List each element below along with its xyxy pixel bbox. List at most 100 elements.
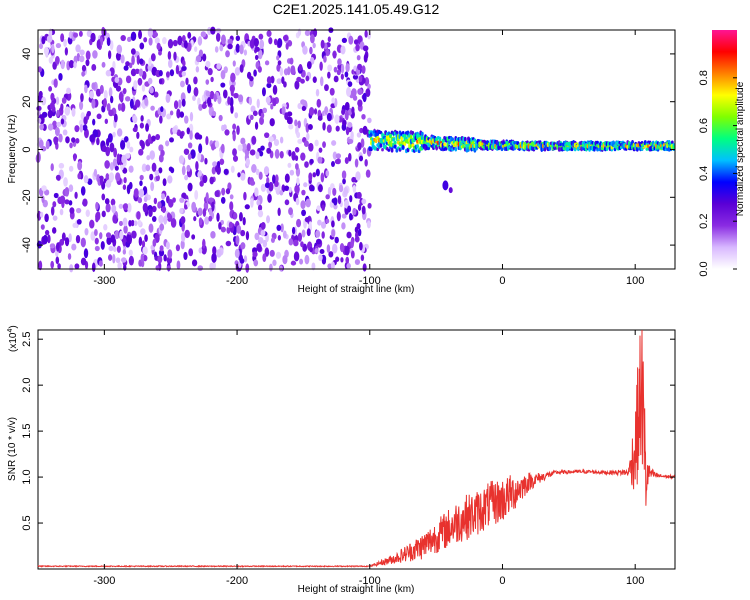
heatmap-cell bbox=[290, 65, 296, 76]
heatmap-cell bbox=[364, 30, 368, 38]
heatmap-cell bbox=[105, 69, 112, 77]
heatmap-cell bbox=[138, 30, 143, 40]
heatmap-cell bbox=[356, 132, 362, 138]
heatmap-cell bbox=[304, 161, 309, 168]
heatmap-cell bbox=[112, 214, 118, 224]
heatmap-cell bbox=[63, 38, 67, 47]
snr-panel: -300 -200 -100 0 100 0.5 1.0 1.5 2.0 2.5 Height … bbox=[7, 325, 676, 595]
heatmap-cell bbox=[78, 119, 85, 127]
heatmap-cell bbox=[108, 172, 115, 182]
heatmap-cell bbox=[362, 92, 367, 103]
heatmap-cell bbox=[100, 240, 105, 250]
heatmap-cell bbox=[183, 148, 190, 155]
heatmap-cell bbox=[80, 257, 87, 266]
heatmap-cell bbox=[148, 223, 154, 233]
heatmap-cell bbox=[120, 34, 126, 42]
heatmap-cell bbox=[349, 195, 353, 203]
y-tick-label: 1.0 bbox=[21, 469, 33, 484]
heatmap-cell bbox=[288, 124, 294, 130]
heatmap-cell bbox=[84, 128, 89, 139]
heatmap-cell bbox=[442, 180, 449, 191]
heatmap-cell bbox=[152, 238, 157, 247]
heatmap-cell bbox=[197, 170, 203, 178]
x-tick-label: -200 bbox=[226, 275, 248, 287]
heatmap-cell bbox=[158, 144, 164, 152]
heatmap-cell bbox=[55, 242, 60, 252]
heatmap-cell bbox=[255, 151, 260, 160]
figure-title: C2E1.2025.141.05.49.G12 bbox=[273, 1, 440, 17]
heatmap-cell bbox=[230, 104, 234, 114]
heatmap-cell bbox=[367, 117, 372, 124]
heatmap-cell bbox=[202, 174, 208, 184]
heatmap-cell bbox=[315, 168, 320, 177]
heatmap-cell bbox=[268, 141, 273, 149]
heatmap-cell bbox=[336, 69, 341, 76]
heatmap-cell bbox=[64, 187, 70, 197]
heatmap-cell bbox=[76, 219, 82, 225]
heatmap-cell bbox=[229, 201, 234, 211]
heatmap-cell bbox=[326, 244, 331, 253]
heatmap-cell bbox=[148, 208, 153, 217]
heatmap-cell bbox=[193, 216, 197, 222]
heatmap-cell bbox=[347, 152, 352, 162]
heatmap-cell bbox=[243, 255, 248, 263]
heatmap-cell bbox=[260, 222, 266, 230]
heatmap-cell bbox=[116, 245, 121, 253]
heatmap-cell bbox=[317, 219, 322, 226]
heatmap-cell bbox=[309, 246, 313, 253]
heatmap-cell bbox=[294, 80, 300, 90]
heatmap-cell bbox=[299, 258, 304, 265]
heatmap-cell bbox=[301, 105, 307, 112]
heatmap-cell bbox=[123, 65, 129, 71]
heatmap-cell bbox=[133, 220, 138, 227]
heatmap-cell bbox=[127, 202, 132, 213]
heatmap-cell bbox=[123, 264, 127, 271]
heatmap-cell bbox=[115, 172, 121, 182]
heatmap-cell bbox=[306, 132, 310, 141]
heatmap-cell bbox=[239, 64, 244, 73]
heatmap-cell bbox=[63, 177, 68, 187]
heatmap-cell bbox=[47, 123, 54, 131]
heatmap-cell bbox=[90, 32, 96, 43]
heatmap-cell bbox=[359, 127, 364, 134]
heatmap-cell bbox=[177, 35, 183, 46]
heatmap-cell bbox=[295, 163, 299, 170]
heatmap-cell bbox=[107, 133, 113, 143]
heatmap-cell bbox=[251, 135, 257, 145]
heatmap-cell bbox=[357, 99, 363, 107]
heatmap-cell bbox=[340, 73, 344, 80]
heatmap-cell bbox=[55, 96, 60, 105]
heatmap-cell bbox=[94, 228, 98, 237]
heatmap-cell bbox=[287, 66, 291, 76]
heatmap-cell bbox=[209, 262, 214, 271]
heatmap-cell bbox=[320, 172, 325, 183]
heatmap-cell bbox=[113, 246, 117, 252]
heatmap-cell bbox=[355, 44, 360, 52]
heatmap-cell bbox=[192, 95, 196, 102]
heatmap-cell bbox=[181, 35, 186, 43]
heatmap-cell bbox=[294, 184, 300, 194]
heatmap-cell bbox=[55, 256, 60, 265]
heatmap-cell bbox=[125, 61, 130, 67]
heatmap-cell bbox=[266, 215, 271, 224]
heatmap-cell bbox=[74, 125, 80, 133]
heatmap-cell bbox=[161, 205, 166, 214]
heatmap-cell bbox=[230, 86, 234, 97]
heatmap-cell bbox=[352, 184, 357, 193]
heatmap-cell bbox=[90, 231, 96, 241]
heatmap-cell bbox=[178, 155, 185, 164]
heatmap-cell bbox=[151, 205, 157, 213]
heatmap-cell bbox=[128, 220, 132, 227]
heatmap-cell bbox=[209, 90, 215, 100]
heatmap-cell bbox=[137, 197, 143, 204]
heatmap-cell bbox=[158, 167, 163, 174]
heatmap-cell bbox=[335, 256, 340, 262]
heatmap-cell bbox=[138, 188, 145, 198]
heatmap-cell bbox=[95, 201, 99, 211]
heatmap-cell bbox=[126, 36, 132, 43]
heatmap-cell bbox=[170, 217, 177, 228]
heatmap-cell bbox=[331, 243, 338, 254]
heatmap-cell bbox=[340, 45, 346, 55]
heatmap-cell bbox=[208, 215, 213, 222]
heatmap-cell bbox=[211, 111, 217, 117]
